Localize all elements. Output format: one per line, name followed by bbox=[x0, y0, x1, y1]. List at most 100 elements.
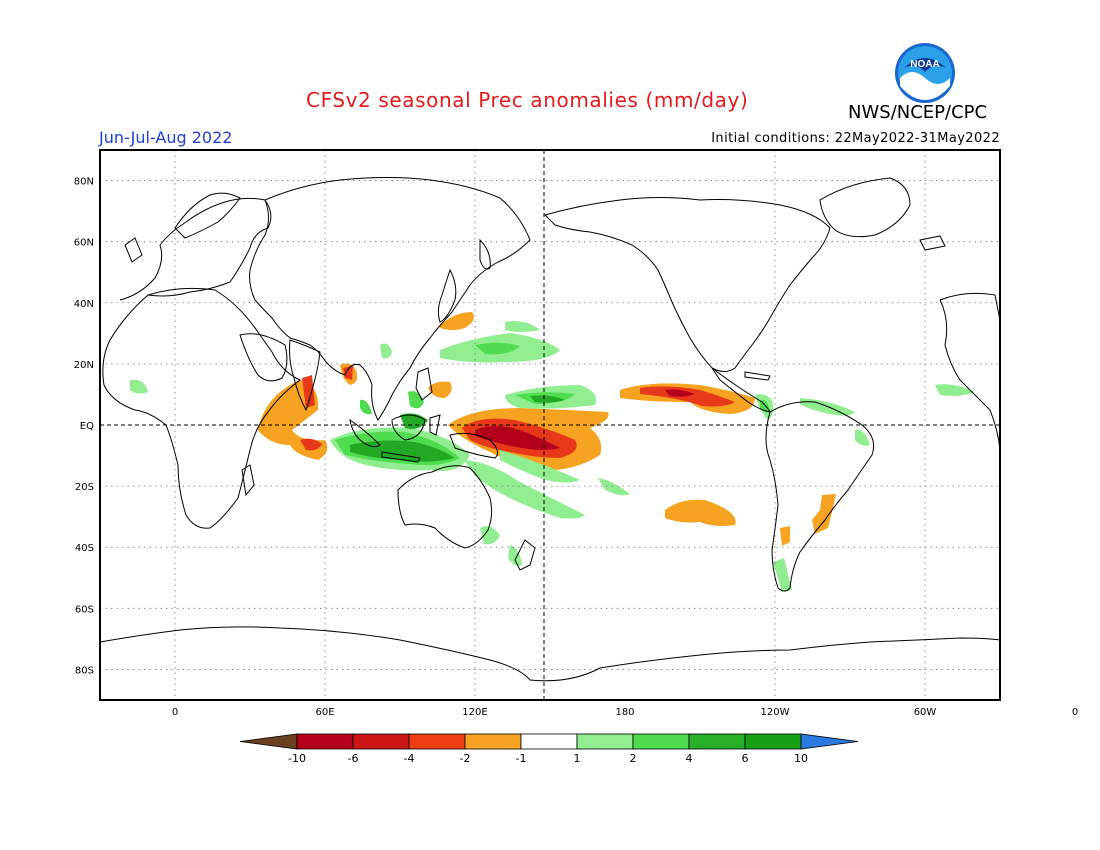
map-frame bbox=[99, 149, 1001, 701]
dry-anomaly-core-indian-ocean bbox=[300, 438, 322, 451]
africa-outline bbox=[102, 287, 301, 529]
greenland-outline bbox=[819, 177, 911, 238]
legend-tick-label: 10 bbox=[794, 752, 808, 765]
legend-tick-label: 4 bbox=[686, 752, 693, 765]
legend-swatch bbox=[632, 733, 690, 750]
wet-anomaly-tasman bbox=[508, 545, 522, 566]
legend-swatch bbox=[408, 733, 466, 750]
arabian-peninsula-outline bbox=[239, 333, 288, 382]
wet-anomaly-indochina bbox=[380, 343, 392, 359]
australia-outline bbox=[397, 465, 493, 549]
longitude-tick-label: 120W bbox=[761, 707, 790, 718]
longitude-tick-label: 120E bbox=[462, 707, 487, 718]
dry-anomaly-max-pacific bbox=[475, 426, 560, 450]
wet-anomaly-south-pacific-north-band bbox=[500, 450, 580, 483]
latitude-tick-label: 40S bbox=[75, 543, 94, 554]
agency-label: NWS/NCEP/CPC bbox=[848, 102, 988, 123]
new-guinea-outline bbox=[449, 432, 499, 459]
legend-swatch bbox=[520, 733, 578, 750]
legend-swatch bbox=[352, 733, 410, 750]
madagascar-outline bbox=[241, 464, 255, 497]
legend-tick-label: -2 bbox=[460, 752, 471, 765]
legend-tick-label: 1 bbox=[574, 752, 581, 765]
legend-arrow-low bbox=[239, 733, 298, 750]
new-zealand-outline bbox=[514, 539, 536, 571]
wet-anomaly-max-maritime bbox=[350, 440, 455, 462]
legend-tick-label: -10 bbox=[288, 752, 306, 765]
south-america-outline bbox=[765, 401, 875, 592]
longitude-tick-label: 60W bbox=[914, 707, 937, 718]
legend-tick-label: -6 bbox=[348, 752, 359, 765]
season-label: Jun-Jul-Aug 2022 bbox=[99, 128, 233, 147]
wet-anomaly-south-pacific-band bbox=[465, 460, 585, 519]
wet-anomaly-mid-nw-pacific bbox=[475, 342, 520, 355]
java-outline bbox=[381, 451, 421, 463]
north-america-outline bbox=[544, 197, 831, 372]
asia-outline bbox=[249, 177, 531, 421]
initial-conditions-label: Initial conditions: 22May2022-31May2022 bbox=[711, 131, 1000, 146]
philippines-outline bbox=[415, 367, 433, 401]
scandinavia-outline bbox=[174, 192, 241, 239]
latitude-tick-label: 60S bbox=[75, 604, 94, 615]
dry-anomaly-core-india bbox=[302, 375, 315, 408]
legend-swatch bbox=[688, 733, 746, 750]
cuba-outline bbox=[744, 371, 771, 381]
british-isles-outline bbox=[124, 237, 143, 263]
dry-anomaly-chile bbox=[780, 526, 790, 546]
west-africa-repeat-outline bbox=[939, 299, 1000, 451]
anomaly-fields bbox=[130, 312, 975, 592]
iceland-outline bbox=[919, 235, 946, 251]
dry-anomaly-core-bengal bbox=[343, 366, 353, 380]
dry-anomaly-max-east-pacific bbox=[665, 389, 695, 397]
dry-anomaly-japan bbox=[440, 312, 474, 330]
color-legend: -10 -6 -4 -2 -1 1 2 4 6 10 bbox=[239, 733, 859, 765]
map-title: CFSv2 seasonal Prec anomalies (mm/day) bbox=[306, 88, 749, 112]
legend-tick-label: -4 bbox=[404, 752, 415, 765]
logo-text: NOAA bbox=[910, 59, 939, 70]
india-outline bbox=[289, 339, 321, 412]
legend-arrow-high bbox=[800, 733, 859, 750]
latitude-tick-label: 20S bbox=[75, 482, 94, 493]
wet-anomaly-africa-coast bbox=[130, 379, 148, 394]
wet-anomaly-max-itcz bbox=[530, 395, 565, 403]
longitude-tick-label: 0 bbox=[1072, 707, 1078, 718]
wet-anomaly-mid-malaysia bbox=[360, 399, 372, 415]
dry-anomaly-se-south-america bbox=[812, 494, 836, 534]
legend-swatch bbox=[576, 733, 634, 750]
wet-anomaly-amazon bbox=[855, 429, 870, 446]
latitude-tick-label: 80S bbox=[75, 665, 94, 676]
dry-anomaly-core-east-pacific bbox=[640, 386, 735, 407]
sumatra-outline bbox=[349, 418, 381, 448]
longitude-labels: 0 60E 120E 180 120W 60W 0 bbox=[172, 707, 1078, 718]
legend-tick-label: 2 bbox=[630, 752, 637, 765]
borneo-outline bbox=[391, 414, 426, 441]
legend-tick-label: 6 bbox=[742, 752, 749, 765]
latitude-tick-label: 40N bbox=[74, 299, 94, 310]
dry-anomaly-philippines bbox=[428, 381, 452, 398]
wet-anomaly-west-africa bbox=[935, 384, 975, 396]
longitude-tick-label: 60E bbox=[315, 707, 334, 718]
latitude-tick-label: 60N bbox=[74, 238, 94, 249]
japan-outline bbox=[437, 268, 457, 323]
legend-tick-label: -1 bbox=[516, 752, 527, 765]
reference-lines bbox=[100, 150, 1000, 700]
africa-east-outline bbox=[939, 292, 1000, 321]
wet-anomaly-southern-chile bbox=[773, 558, 792, 592]
noaa-logo: NOAA bbox=[895, 43, 955, 103]
antarctica-outline bbox=[100, 626, 1000, 682]
sulawesi-outline bbox=[429, 414, 441, 436]
legend-swatch bbox=[296, 733, 354, 750]
longitude-tick-label: 180 bbox=[615, 707, 634, 718]
dry-anomaly-south-pacific bbox=[665, 499, 736, 526]
latitude-labels: 80N 60N 40N 20N EQ 20S 40S 60S 80S bbox=[74, 177, 94, 677]
wet-anomaly-subtropical bbox=[505, 321, 540, 332]
latitude-tick-label: 80N bbox=[74, 177, 94, 188]
legend-swatch bbox=[464, 733, 522, 750]
legend-swatch bbox=[744, 733, 802, 750]
wet-anomaly-south-of-australia bbox=[480, 526, 500, 545]
central-america-outline bbox=[711, 367, 771, 413]
continent-outlines bbox=[100, 177, 1000, 682]
europe-outline bbox=[119, 197, 272, 301]
kamchatka-outline bbox=[479, 238, 491, 270]
